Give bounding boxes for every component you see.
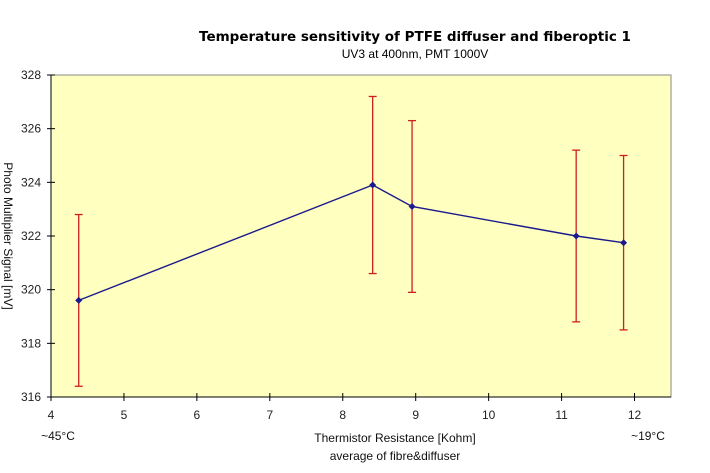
y-axis-label: Photo Multiplier Signal [mV] [1,162,15,309]
x-tick-label: 6 [194,408,201,422]
y-tick-label: 320 [21,283,41,297]
x-tick-label: 11 [555,408,568,422]
y-tick-label: 326 [21,122,41,136]
x-tick-label: 9 [412,408,419,422]
y-tick-label: 322 [21,229,41,243]
x-tick-label: 4 [48,408,55,422]
y-tick-label: 316 [21,390,41,404]
chart-title: Temperature sensitivity of PTFE diffuser… [199,29,631,45]
x-tick-label: 5 [121,408,128,422]
x-axis-label: Thermistor Resistance [Kohm] [314,431,475,445]
data-point [408,202,416,210]
data-point [620,239,628,247]
x-tick-label: 12 [628,408,642,422]
x-tick-label: 7 [266,408,273,422]
x-annotation-right: ~19°C [631,429,665,443]
chart-subtitle: UV3 at 400nm, PMT 1000V [342,47,489,61]
data-point [369,181,377,189]
x-tick-label: 8 [339,408,346,422]
data-point [75,296,83,304]
x-annotation-left: ~45°C [41,429,75,443]
y-tick-label: 324 [21,175,41,189]
x-axis-sublabel: average of fibre&diffuser [330,449,461,463]
y-tick-label: 328 [21,68,41,82]
plot-area [50,74,672,398]
y-tick-label: 318 [21,336,41,350]
x-tick-label: 10 [482,408,496,422]
data-point [572,232,580,240]
